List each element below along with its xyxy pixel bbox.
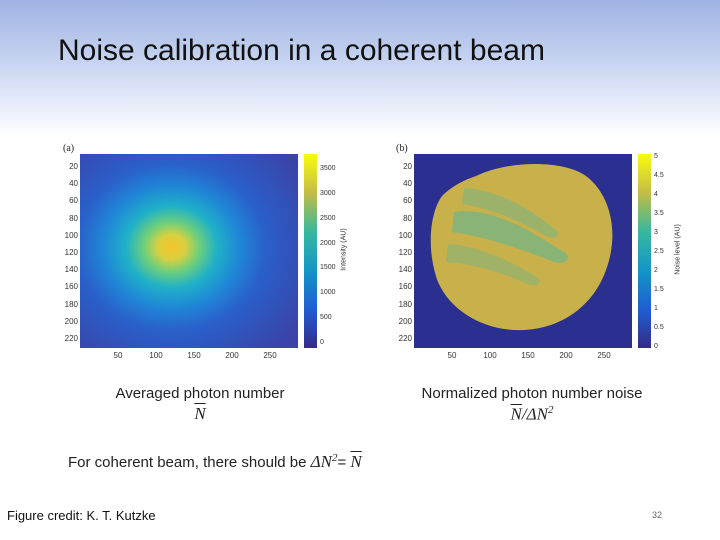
panel-a-x-tick: 50 xyxy=(113,351,123,360)
panel-a-y-tick: 220 xyxy=(64,334,78,343)
header-band xyxy=(0,0,720,135)
panel-b-y-tick: 80 xyxy=(403,213,412,223)
noise-map xyxy=(414,154,632,348)
panel-b-y-tick: 140 xyxy=(398,265,412,275)
intensity-colorbar xyxy=(304,154,317,348)
panel-b-colorbar-tick: 0.5 xyxy=(654,324,664,331)
panel-b-y-tick: 20 xyxy=(403,162,412,171)
panel-b-x-tick: 200 xyxy=(559,351,573,360)
panel-a-x-tick: 100 xyxy=(149,351,163,360)
panel-b-colorbar-tick: 5 xyxy=(654,153,658,160)
panel-b-colorbar-tick: 4.5 xyxy=(654,172,664,179)
panel-b-colorbar-tick: 2.5 xyxy=(654,248,664,255)
panel-a-y-tick: 60 xyxy=(69,196,78,206)
panel-a-colorbar-tick: 500 xyxy=(320,314,332,322)
panel-a-colorbar-tick: 0 xyxy=(320,339,324,346)
panel-a-colorbar-tick: 1000 xyxy=(320,289,336,297)
panel-b-colorbar-tick: 1.5 xyxy=(654,286,664,293)
panel-b-y-tick: 160 xyxy=(398,282,412,292)
panel-a-colorbar-tick: 3000 xyxy=(320,189,336,197)
panel-a-x-tick: 250 xyxy=(263,351,277,360)
panel-a-colorbar-tick: 2000 xyxy=(320,239,336,247)
panel-a-letter: (a) xyxy=(63,143,75,154)
panel-a-y-tick: 120 xyxy=(64,248,78,257)
panel-a-y-tick: 40 xyxy=(69,179,78,189)
panel-b-y-tick: 120 xyxy=(398,248,412,257)
panel-a-y-tick: 20 xyxy=(69,162,78,171)
panel-b-colorbar-tick: 3.5 xyxy=(654,210,664,217)
panel-b-colorbar-tick: 0 xyxy=(654,343,658,350)
panel-b-formula: N/ΔN2 xyxy=(400,404,664,425)
panel-b-y-tick: 220 xyxy=(398,334,412,343)
panel-a-colorbar-label: Intensity (AU) xyxy=(340,228,348,271)
panel-b-x-tick: 100 xyxy=(483,351,497,360)
panel-b-x-tick: 250 xyxy=(597,351,611,360)
noise-colorbar xyxy=(638,154,651,348)
panel-b-y-tick: 180 xyxy=(398,299,412,309)
note-eq: = xyxy=(337,454,351,471)
panel-a-colorbar-tick: 3500 xyxy=(320,165,336,172)
coherent-beam-note: For coherent beam, there should be ΔN2= … xyxy=(68,452,362,472)
panel-a-formula: N xyxy=(100,404,300,424)
panel-a-y-tick: 200 xyxy=(64,316,78,326)
panel-a-y-tick: 100 xyxy=(64,230,78,240)
panel-b-colorbar-tick: 2 xyxy=(654,267,658,274)
panel-b-colorbar-tick: 4 xyxy=(654,191,658,198)
note-rhs: N xyxy=(350,452,362,471)
panel-a-y-tick: 140 xyxy=(64,265,78,275)
panel-b-y-tick: 100 xyxy=(398,230,412,240)
panel-a-x-tick: 150 xyxy=(187,351,201,360)
panel-a-y-tick: 180 xyxy=(64,299,78,309)
note-lhs-exp: 2 xyxy=(331,452,338,464)
panel-b-y-tick: 40 xyxy=(403,179,412,189)
panel-b-colorbar-tick: 1 xyxy=(654,305,658,312)
panel-a-y-tick: 160 xyxy=(64,282,78,292)
note-lhs: ΔN xyxy=(310,452,332,471)
page-number: 32 xyxy=(652,510,663,520)
n-bar-symbol: N xyxy=(194,404,206,423)
panel-b-y-tick: 200 xyxy=(398,316,412,326)
note-text: For coherent beam, there should be xyxy=(68,454,311,471)
delta-n-symbol: /ΔN xyxy=(521,404,548,424)
panel-b-colorbar-label: Noise level (AU) xyxy=(674,224,682,275)
panel-b-y-tick: 60 xyxy=(403,196,412,206)
panel-a-caption: Averaged photon number xyxy=(115,385,285,402)
panel-b-x-tick: 50 xyxy=(447,351,457,360)
exponent: 2 xyxy=(547,404,554,416)
panel-a-colorbar-tick: 1500 xyxy=(320,264,336,272)
n-bar-symbol: N xyxy=(510,404,522,424)
panel-a-y-tick: 80 xyxy=(69,213,78,223)
panel-a-x-tick: 200 xyxy=(225,351,239,360)
panel-b-caption: Normalized photon number noise xyxy=(421,385,643,402)
figure-credit: Figure credit: K. T. Kutzke xyxy=(7,508,156,523)
panel-b-colorbar-tick: 3 xyxy=(654,229,658,236)
panel-a-colorbar-tick: 2500 xyxy=(320,214,336,222)
slide-title: Noise calibration in a coherent beam xyxy=(58,34,545,67)
intensity-map xyxy=(80,154,298,348)
panel-b-x-tick: 150 xyxy=(521,351,535,360)
panel-b-letter: (b) xyxy=(396,143,408,154)
